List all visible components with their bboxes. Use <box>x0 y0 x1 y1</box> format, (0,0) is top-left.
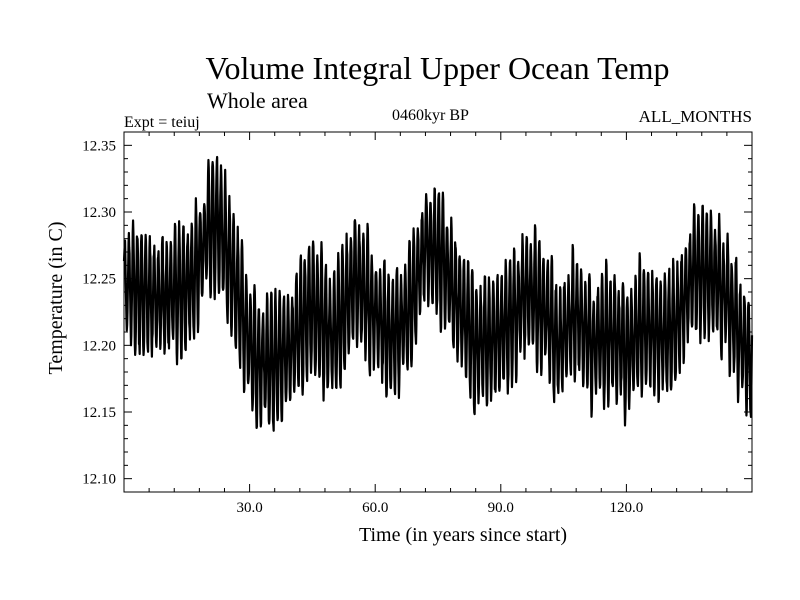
chart-subtitle: Whole area <box>207 88 308 113</box>
y-tick-label: 12.20 <box>82 338 116 354</box>
x-tick-label: 30.0 <box>236 500 262 516</box>
period-label: 0460kyr BP <box>392 107 469 124</box>
y-tick-label: 12.25 <box>82 272 116 288</box>
y-tick-label: 12.10 <box>82 472 116 488</box>
x-tick-label: 60.0 <box>362 500 388 516</box>
chart-title: Volume Integral Upper Ocean Temp <box>205 50 670 86</box>
x-axis-label: Time (in years since start) <box>359 524 567 546</box>
months-label: ALL_MONTHS <box>638 107 752 126</box>
y-tick-label: 12.15 <box>82 405 116 421</box>
temperature-series-line <box>122 155 754 432</box>
y-axis-label: Temperature (in C) <box>45 222 67 375</box>
plot-frame <box>123 131 753 493</box>
experiment-label: Expt = teiuj <box>124 114 200 131</box>
x-tick-label: 120.0 <box>610 500 644 516</box>
y-tick-label: 12.30 <box>82 205 116 221</box>
y-tick-label: 12.35 <box>82 138 116 154</box>
x-tick-label: 90.0 <box>488 500 514 516</box>
